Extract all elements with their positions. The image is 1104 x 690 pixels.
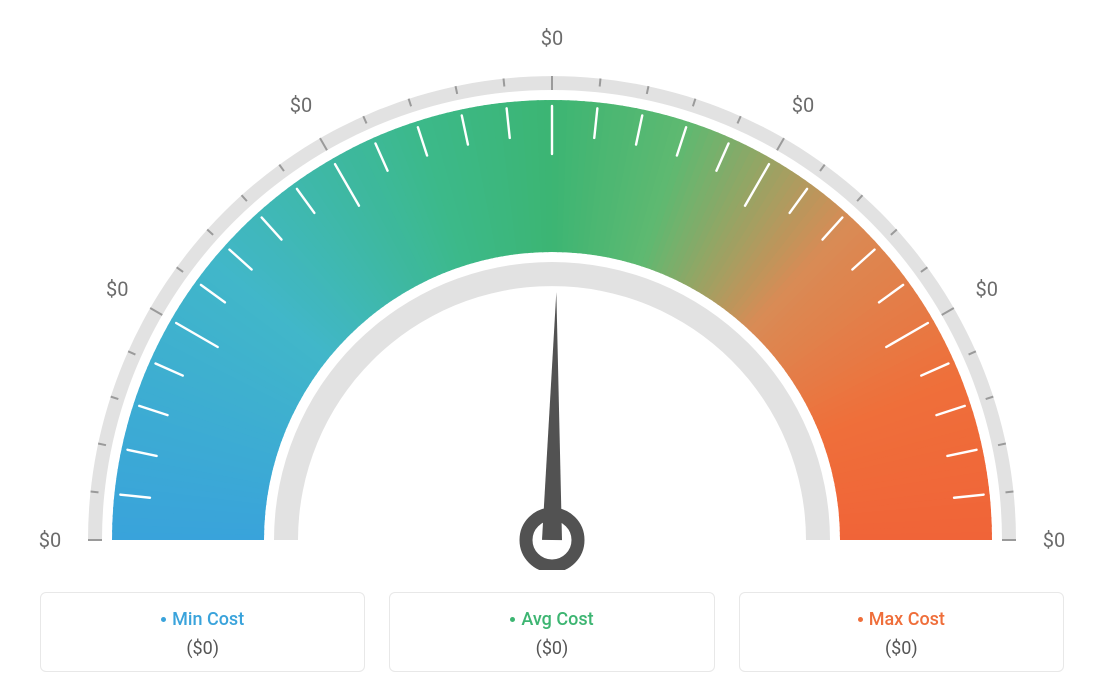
gauge-chart: $0 $0 $0 $0 $0 $0 $0 (0, 0, 1104, 560)
legend-card-min: Min Cost ($0) (40, 592, 365, 673)
gauge-cost-widget: $0$0$0$0$0$0$0 Min Cost($0)Avg Cost($0)M… (0, 0, 1104, 690)
legend-label: Max Cost (869, 609, 945, 630)
legend-title: Avg Cost (510, 609, 593, 630)
legend-value: ($0) (51, 638, 354, 659)
gauge-tick-label: $0 (792, 93, 814, 117)
legend-label: Min Cost (172, 609, 244, 630)
legend-dot-icon (161, 617, 166, 622)
legend-card-avg: Avg Cost ($0) (389, 592, 714, 673)
legend-dot-icon (510, 617, 515, 622)
gauge-tick-label: $0 (39, 528, 61, 552)
legend-label: Avg Cost (521, 609, 593, 630)
legend-value: ($0) (400, 638, 703, 659)
legend-card-max: Max Cost ($0) (739, 592, 1064, 673)
legend-title: Max Cost (858, 609, 945, 630)
legend-row: Min Cost ($0) Avg Cost ($0) Max Cost ($0) (40, 592, 1064, 673)
legend-value: ($0) (750, 638, 1053, 659)
gauge-tick-label: $0 (106, 277, 128, 301)
gauge-tick-label: $0 (1043, 528, 1065, 552)
legend-title: Min Cost (161, 609, 244, 630)
gauge-tick-label: $0 (975, 277, 997, 301)
gauge-tick-label: $0 (541, 26, 563, 50)
gauge-svg (0, 10, 1104, 570)
gauge-tick-label: $0 (290, 93, 312, 117)
legend-dot-icon (858, 617, 863, 622)
